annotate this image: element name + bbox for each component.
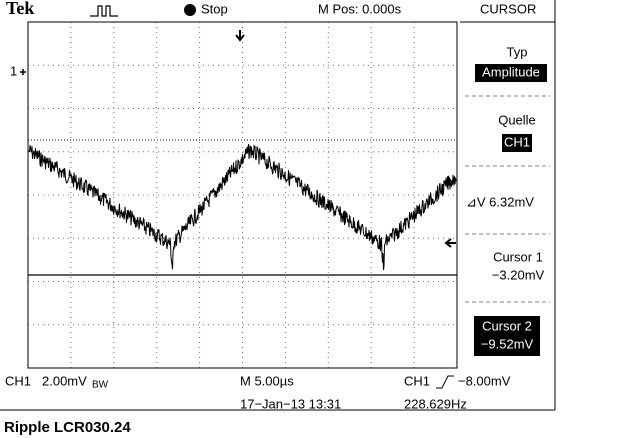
stop-dot	[184, 4, 196, 16]
bandwidth-limit: BW	[92, 380, 109, 391]
position: M Pos: 0.000s	[318, 1, 402, 16]
type-box	[475, 64, 547, 82]
cursor-2-label: Cursor 2	[482, 318, 532, 333]
source-label: Quelle	[498, 112, 536, 127]
cursor-2-value: −9.52mV	[481, 336, 534, 351]
brand: Tek	[6, 0, 34, 18]
vertical-scale: 2.00mV	[42, 373, 87, 388]
date: 17−Jan−13 13:31	[240, 396, 341, 411]
source-value: CH1	[504, 134, 530, 149]
menu-title: CURSOR	[480, 1, 536, 16]
source-box	[502, 134, 532, 152]
acq-icon	[90, 5, 118, 17]
screen-border	[27, 21, 458, 369]
sidebar: Typ Amplitude Quelle CH1 ⊿V 6.32mV Curso…	[460, 21, 555, 356]
channel-marker-arrow	[20, 69, 26, 75]
trigger-position-arrow	[235, 30, 245, 42]
waveform	[28, 143, 457, 271]
trigger-slope-icon	[436, 375, 454, 389]
type-label: Typ	[507, 44, 528, 59]
cursor-1-label: Cursor 1	[493, 249, 543, 264]
delta-value: ⊿V 6.32mV	[466, 194, 534, 209]
frequency: 228.629Hz	[404, 396, 467, 411]
cursor-2-box	[474, 316, 540, 356]
trigger-channel: CH1	[404, 373, 430, 388]
type-value: Amplitude	[482, 64, 540, 79]
timebase: M 5.00µs	[240, 373, 294, 388]
trigger-level: −8.00mV	[458, 373, 511, 388]
channel: CH1	[5, 373, 31, 388]
run-state: Stop	[201, 1, 228, 16]
cursor-1-value: −3.20mV	[492, 267, 545, 282]
trigger-level-arrow	[444, 238, 456, 248]
channel-marker: 1	[10, 63, 17, 78]
caption: Ripple LCR030.24	[4, 419, 131, 436]
